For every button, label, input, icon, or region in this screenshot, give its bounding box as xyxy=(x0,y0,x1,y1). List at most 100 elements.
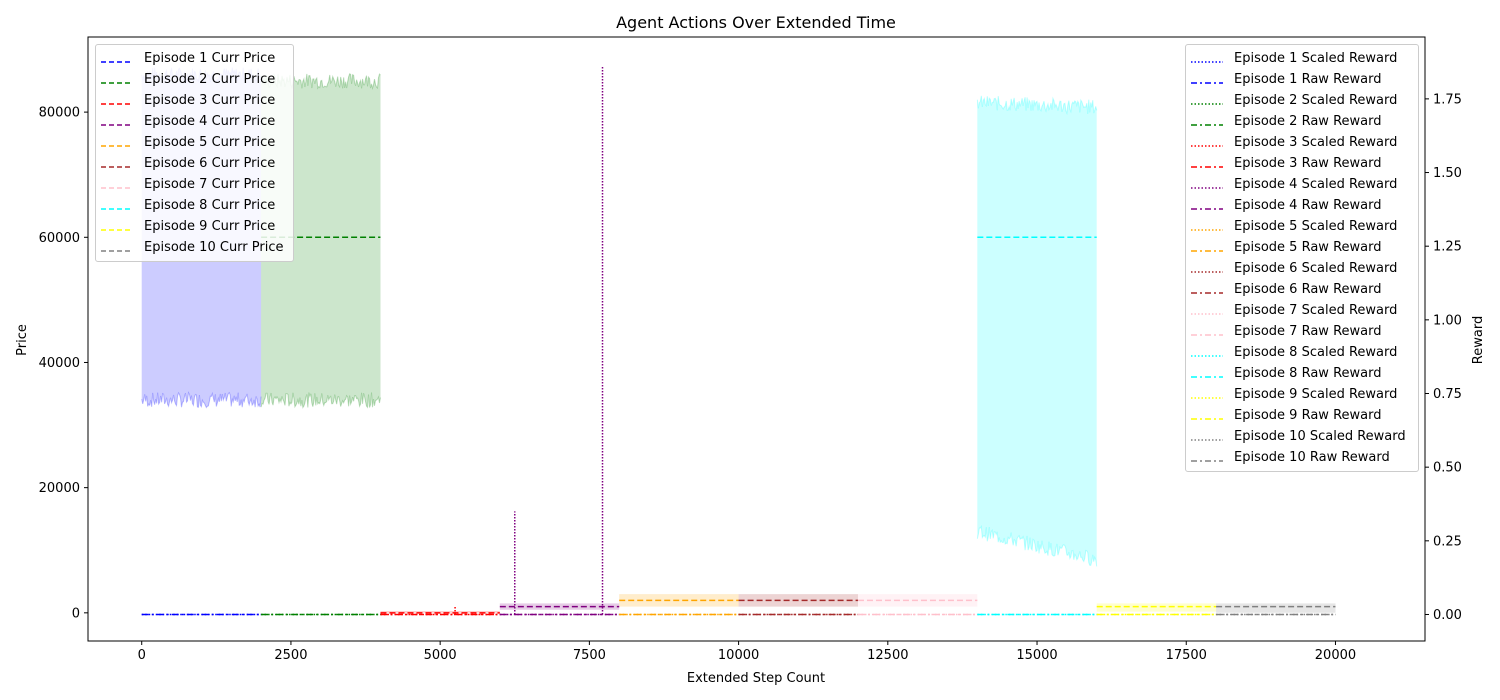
legend-label: Episode 4 Curr Price xyxy=(144,114,276,129)
legend-item-raw-episode-3: Episode 3 Raw Reward xyxy=(1190,153,1412,174)
y2-tick-label: 0.25 xyxy=(1433,534,1462,549)
legend-swatch xyxy=(1190,181,1224,189)
legend-item-scaled-episode-9: Episode 9 Scaled Reward xyxy=(1190,384,1412,405)
reward-lines xyxy=(141,66,1336,616)
legend-item-raw-episode-10: Episode 10 Raw Reward xyxy=(1190,447,1412,468)
legend-item-raw-episode-7: Episode 7 Raw Reward xyxy=(1190,321,1412,342)
legend-item-scaled-episode-3: Episode 3 Scaled Reward xyxy=(1190,132,1412,153)
plot-frame xyxy=(87,36,1426,642)
legend-swatch xyxy=(1190,139,1224,147)
y-axis-price: 0 20000 40000 60000 80000 xyxy=(39,106,88,621)
band-upper-edge-episode-8 xyxy=(976,95,1098,116)
y2-axis-label: Reward xyxy=(1471,316,1486,364)
legend-label: Episode 2 Curr Price xyxy=(144,72,276,87)
band-lower-edge-episode-8 xyxy=(976,524,1098,567)
legend-swatch xyxy=(1190,244,1224,252)
legend-swatch xyxy=(100,55,134,63)
x-tick-label: 7500 xyxy=(573,648,606,663)
y2-tick-label: 1.50 xyxy=(1433,166,1462,181)
legend-label: Episode 7 Scaled Reward xyxy=(1234,303,1398,318)
legend-item-scaled-episode-4: Episode 4 Scaled Reward xyxy=(1190,174,1412,195)
legend-item-raw-episode-2: Episode 2 Raw Reward xyxy=(1190,111,1412,132)
legend-swatch xyxy=(100,160,134,168)
x-tick-label: 0 xyxy=(138,648,146,663)
price-band-episode-9 xyxy=(1096,603,1217,612)
legend-reward: Episode 1 Scaled Reward Episode 1 Raw Rew… xyxy=(1185,44,1419,472)
legend-item-raw-episode-8: Episode 8 Raw Reward xyxy=(1190,363,1412,384)
legend-item-raw-episode-1: Episode 1 Raw Reward xyxy=(1190,69,1412,90)
legend-swatch xyxy=(100,139,134,147)
legend-item-price-episode-6: Episode 6 Curr Price xyxy=(100,153,287,174)
legend-swatch xyxy=(1190,160,1224,168)
legend-swatch xyxy=(1190,307,1224,315)
legend-item-raw-episode-9: Episode 9 Raw Reward xyxy=(1190,405,1412,426)
legend-item-price-episode-3: Episode 3 Curr Price xyxy=(100,90,287,111)
legend-label: Episode 10 Raw Reward xyxy=(1234,450,1390,465)
legend-swatch xyxy=(1190,97,1224,105)
legend-swatch xyxy=(1190,286,1224,294)
legend-swatch xyxy=(100,244,134,252)
y-tick-label: 20000 xyxy=(39,481,80,496)
x-tick-label: 17500 xyxy=(1166,648,1207,663)
legend-swatch xyxy=(1190,412,1224,420)
legend-item-scaled-episode-8: Episode 8 Scaled Reward xyxy=(1190,342,1412,363)
legend-swatch xyxy=(1190,202,1224,210)
legend-item-scaled-episode-2: Episode 2 Scaled Reward xyxy=(1190,90,1412,111)
legend-label: Episode 6 Scaled Reward xyxy=(1234,261,1398,276)
legend-swatch xyxy=(1190,76,1224,84)
legend-label: Episode 1 Curr Price xyxy=(144,51,276,66)
y2-tick-label: 0.50 xyxy=(1433,461,1462,476)
legend-swatch xyxy=(1190,265,1224,273)
legend-label: Episode 8 Raw Reward xyxy=(1234,366,1382,381)
legend-item-price-episode-10: Episode 10 Curr Price xyxy=(100,237,287,258)
legend-swatch xyxy=(1190,391,1224,399)
legend-swatch xyxy=(100,76,134,84)
legend-label: Episode 2 Raw Reward xyxy=(1234,114,1382,129)
legend-label: Episode 6 Curr Price xyxy=(144,156,276,171)
legend-label: Episode 5 Raw Reward xyxy=(1234,240,1382,255)
legend-swatch xyxy=(100,202,134,210)
legend-label: Episode 3 Curr Price xyxy=(144,93,276,108)
legend-item-scaled-episode-1: Episode 1 Scaled Reward xyxy=(1190,48,1412,69)
y2-tick-label: 1.25 xyxy=(1433,240,1462,255)
legend-swatch xyxy=(1190,349,1224,357)
legend-label: Episode 9 Scaled Reward xyxy=(1234,387,1398,402)
legend-swatch xyxy=(1190,55,1224,63)
x-axis: 0 2500 5000 7500 10000 12500 15000 17500 20000 xyxy=(138,641,1356,663)
x-tick-label: 12500 xyxy=(867,648,908,663)
legend-label: Episode 5 Scaled Reward xyxy=(1234,219,1398,234)
legend-label: Episode 8 Curr Price xyxy=(144,198,276,213)
x-tick-label: 20000 xyxy=(1315,648,1356,663)
legend-swatch xyxy=(1190,223,1224,231)
legend-item-price-episode-5: Episode 5 Curr Price xyxy=(100,132,287,153)
legend-swatch xyxy=(1190,370,1224,378)
legend-swatch xyxy=(100,118,134,126)
legend-label: Episode 6 Raw Reward xyxy=(1234,282,1382,297)
legend-label: Episode 4 Scaled Reward xyxy=(1234,177,1398,192)
legend-label: Episode 4 Raw Reward xyxy=(1234,198,1382,213)
legend-item-price-episode-4: Episode 4 Curr Price xyxy=(100,111,287,132)
y2-tick-label: 0.00 xyxy=(1433,608,1462,623)
price-band-episode-10 xyxy=(1216,603,1336,613)
legend-item-price-episode-7: Episode 7 Curr Price xyxy=(100,174,287,195)
legend-label: Episode 1 Raw Reward xyxy=(1234,72,1382,87)
y-tick-label: 0 xyxy=(72,606,80,621)
legend-item-scaled-episode-6: Episode 6 Scaled Reward xyxy=(1190,258,1412,279)
band-lower-edge-episode-1 xyxy=(141,391,262,409)
y2-tick-label: 1.00 xyxy=(1433,313,1462,328)
legend-price: Episode 1 Curr Price Episode 2 Curr Price… xyxy=(95,44,294,262)
x-tick-label: 10000 xyxy=(718,648,759,663)
price-lines xyxy=(261,236,1336,614)
legend-item-price-episode-9: Episode 9 Curr Price xyxy=(100,216,287,237)
price-band-episode-8 xyxy=(977,95,1097,567)
y2-tick-label: 1.75 xyxy=(1433,92,1462,107)
legend-item-price-episode-2: Episode 2 Curr Price xyxy=(100,69,287,90)
legend-label: Episode 7 Curr Price xyxy=(144,177,276,192)
legend-swatch xyxy=(1190,454,1224,462)
y-axis-label: Price xyxy=(15,324,30,356)
x-axis-label: Extended Step Count xyxy=(687,671,825,686)
y2-tick-label: 0.75 xyxy=(1433,387,1462,402)
legend-label: Episode 3 Raw Reward xyxy=(1234,156,1382,171)
legend-item-raw-episode-5: Episode 5 Raw Reward xyxy=(1190,237,1412,258)
legend-label: Episode 9 Curr Price xyxy=(144,219,276,234)
